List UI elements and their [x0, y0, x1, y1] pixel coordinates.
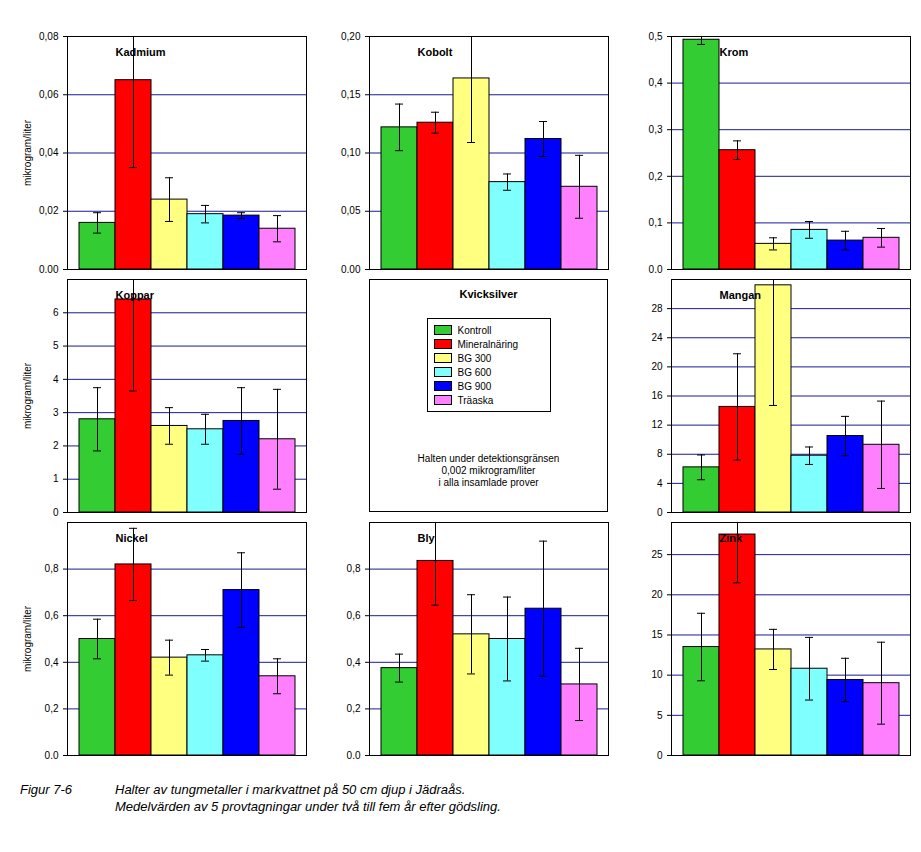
- svg-text:0,2: 0,2: [45, 703, 59, 714]
- svg-text:Koppar: Koppar: [116, 289, 155, 301]
- svg-text:mikrogram/liter: mikrogram/liter: [22, 362, 33, 429]
- svg-text:mikrogram/liter: mikrogram/liter: [22, 605, 33, 672]
- html-text:BG 900: BG 900: [457, 380, 492, 392]
- svg-text:4: 4: [53, 374, 59, 385]
- svg-text:Kobolt: Kobolt: [418, 46, 453, 58]
- svg-text:0,0: 0,0: [347, 750, 361, 759]
- svg-text:0,8: 0,8: [347, 563, 361, 574]
- svg-text:12: 12: [651, 419, 663, 430]
- html-text:0,002 mikrogram/liter: 0,002 mikrogram/liter: [441, 465, 536, 476]
- html-text:Kontroll: Kontroll: [457, 324, 492, 336]
- svg-text:25: 25: [651, 549, 663, 560]
- svg-text:6: 6: [53, 307, 59, 318]
- svg-text:0,4: 0,4: [347, 657, 361, 668]
- html-text:BG 300: BG 300: [457, 352, 492, 364]
- svg-text:0,20: 0,20: [341, 31, 361, 42]
- html-text:Halter av tungmetaller i markv: Halter av tungmetaller i markvattnet på …: [115, 782, 466, 797]
- svg-text:0,8: 0,8: [45, 563, 59, 574]
- svg-text:0,0: 0,0: [45, 750, 59, 759]
- svg-text:8: 8: [657, 448, 663, 459]
- svg-text:0,04: 0,04: [39, 147, 59, 158]
- svg-text:0,00: 0,00: [39, 264, 59, 273]
- svg-text:0,5: 0,5: [649, 31, 663, 42]
- svg-text:mikrogram/liter: mikrogram/liter: [22, 119, 33, 186]
- svg-text:24: 24: [651, 332, 663, 343]
- svg-text:28: 28: [651, 303, 663, 314]
- html-text:Halten under detektionsgränsen: Halten under detektionsgränsen: [417, 453, 560, 464]
- svg-text:20: 20: [651, 361, 663, 372]
- svg-text:15: 15: [651, 629, 663, 640]
- svg-text:0: 0: [657, 750, 663, 759]
- svg-text:Nickel: Nickel: [116, 532, 148, 544]
- svg-text:0,02: 0,02: [39, 205, 59, 216]
- svg-text:0,10: 0,10: [341, 147, 361, 158]
- svg-text:0,4: 0,4: [649, 77, 663, 88]
- svg-text:Mangan: Mangan: [720, 289, 762, 301]
- svg-text:0,15: 0,15: [341, 89, 361, 100]
- svg-text:0,2: 0,2: [649, 171, 663, 182]
- html-text:Kvicksilver: Kvicksilver: [459, 288, 518, 300]
- html-text:Medelvärden av 5 provtagningar: Medelvärden av 5 provtagningar under två…: [115, 799, 501, 814]
- svg-text:Bly: Bly: [418, 532, 436, 544]
- svg-text:0,6: 0,6: [45, 610, 59, 621]
- svg-text:0,1: 0,1: [649, 217, 663, 228]
- svg-text:0: 0: [53, 507, 59, 516]
- html-text:i alla insamlade prover: i alla insamlade prover: [438, 477, 539, 488]
- svg-text:10: 10: [651, 669, 663, 680]
- svg-text:0: 0: [657, 507, 663, 516]
- svg-text:5: 5: [657, 710, 663, 721]
- svg-text:0,0: 0,0: [649, 264, 663, 273]
- html-text:Träaska: Träaska: [457, 394, 494, 406]
- svg-text:1: 1: [53, 473, 59, 484]
- svg-text:Kadmium: Kadmium: [116, 46, 166, 58]
- html-text:Mineralnäring: Mineralnäring: [457, 338, 519, 350]
- svg-text:20: 20: [651, 589, 663, 600]
- svg-text:0,08: 0,08: [39, 31, 59, 42]
- svg-text:16: 16: [651, 390, 663, 401]
- svg-text:Krom: Krom: [720, 46, 749, 58]
- svg-text:0,6: 0,6: [347, 610, 361, 621]
- svg-text:0,3: 0,3: [649, 124, 663, 135]
- svg-text:0,2: 0,2: [347, 703, 361, 714]
- svg-text:0,06: 0,06: [39, 89, 59, 100]
- svg-text:5: 5: [53, 340, 59, 351]
- svg-text:4: 4: [657, 478, 663, 489]
- html-text:BG 600: BG 600: [457, 366, 492, 378]
- svg-text:0,05: 0,05: [341, 205, 361, 216]
- svg-text:3: 3: [53, 407, 59, 418]
- svg-text:0,00: 0,00: [341, 264, 361, 273]
- svg-text:0,4: 0,4: [45, 657, 59, 668]
- svg-text:Zink: Zink: [720, 532, 743, 544]
- html-text:Figur 7-6: Figur 7-6: [20, 782, 72, 797]
- svg-text:2: 2: [53, 440, 59, 451]
